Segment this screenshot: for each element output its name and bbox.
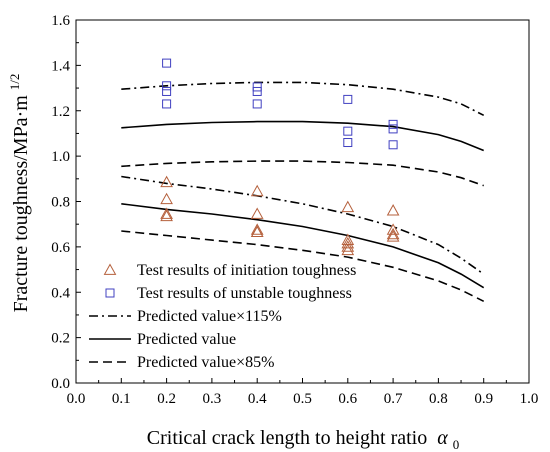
predicted-solid-line [121, 203, 485, 289]
x-tick-label: 0.3 [203, 391, 222, 407]
y-tick-label: 0.4 [51, 285, 70, 301]
unstable-toughness-point [252, 82, 262, 92]
x-tick-label: 0.2 [157, 391, 176, 407]
initiation-toughness-point [386, 204, 400, 216]
x-tick-label: 0.8 [429, 391, 448, 407]
initiation-toughness-point [250, 207, 264, 219]
initiation-toughness-point [386, 223, 400, 235]
unstable-toughness-point [162, 81, 172, 91]
predicted-lines [121, 81, 485, 303]
x-tick-label: 0.0 [67, 391, 86, 407]
x-axis-title-text: Critical crack length to height ratio [147, 427, 427, 449]
x-tick-label: 1.0 [520, 391, 539, 407]
y-tick-label: 0.6 [51, 240, 70, 256]
initiation-toughness-point [250, 184, 264, 197]
initiation-toughness-point [160, 209, 173, 222]
initiation-toughness-point [160, 175, 173, 188]
unstable-toughness-point [388, 119, 398, 129]
y-tick-label: 1.6 [51, 13, 70, 29]
predicted-solid-line [121, 120, 484, 152]
y-tick-label: 0.8 [51, 195, 70, 211]
initiation-toughness-point [341, 200, 355, 213]
initiation-toughness-point [386, 227, 400, 240]
predicted-dashdot-line [121, 81, 485, 117]
predicted-dashed-line [121, 160, 484, 187]
y-tick-label: 1.4 [51, 58, 70, 74]
legend-label: Test results of initiation toughness [137, 262, 356, 279]
x-tick-label: 0.1 [112, 391, 131, 407]
initiation-toughness-point [250, 223, 264, 235]
unstable-toughness-point [162, 58, 172, 68]
x-axis-ticks: 0.0 0.1 0.2 0.3 0.4 0.5 0.6 0.7 0.8 0.9 1.0 [67, 378, 539, 407]
unstable-toughness-point [162, 99, 172, 109]
x-axis-title: Critical crack length to height ratio α … [147, 427, 459, 452]
plot-border [75, 19, 530, 384]
y-tick-label: 0.2 [51, 331, 70, 347]
unstable-toughness-point [343, 138, 353, 148]
unstable-toughness-point [252, 86, 262, 96]
unstable-toughness-point [162, 86, 172, 96]
unstable-toughness-point [388, 140, 398, 150]
y-tick-label: 1.0 [51, 149, 70, 165]
unstable-toughness-point [343, 126, 353, 136]
y-tick-label: 0.0 [51, 376, 70, 392]
y-tick-label: 1.2 [51, 104, 70, 120]
plot-frame [75, 19, 530, 384]
x-tick-label: 0.9 [474, 391, 493, 407]
x-tick-label: 0.7 [384, 391, 403, 407]
x-tick-label: 0.4 [248, 391, 267, 407]
initiation-toughness-point [250, 225, 264, 238]
legend-label: Predicted value×85% [137, 354, 274, 371]
legend-label: Test results of unstable toughness [137, 285, 352, 302]
x-axis-title-subscript: 0 [453, 437, 460, 452]
unstable-toughness-point [252, 99, 262, 109]
initiation-toughness-point [160, 192, 173, 205]
y-axis-ticks: 0.0 0.2 0.4 0.6 0.8 1.0 1.2 1.4 1.6 [51, 13, 81, 392]
y-axis-title: Fracture toughness/MPa·m 1/2 [7, 74, 32, 313]
legend-square-marker [105, 288, 115, 298]
x-tick-label: 0.5 [293, 391, 312, 407]
y-axis-title-text: Fracture toughness/MPa·m [10, 95, 32, 313]
initiation-toughness-point [160, 207, 173, 219]
unstable-toughness-point [343, 94, 353, 104]
legend-label: Predicted value×115% [137, 308, 282, 325]
initiation-toughness-point [341, 240, 355, 252]
unstable-toughness-point [388, 124, 398, 134]
x-tick-label: 0.6 [338, 391, 357, 407]
legend: Test results of initiation toughness Test… [89, 262, 356, 371]
legend-label: Predicted value [137, 331, 236, 348]
initiation-toughness-point [341, 236, 355, 249]
x-axis-title-symbol: α [437, 427, 448, 449]
y-axis-title-superscript: 1/2 [7, 74, 22, 91]
initiation-toughness-point [386, 230, 400, 242]
data-points [160, 58, 400, 256]
legend-triangle-marker [103, 263, 117, 275]
initiation-toughness-point [341, 243, 355, 256]
